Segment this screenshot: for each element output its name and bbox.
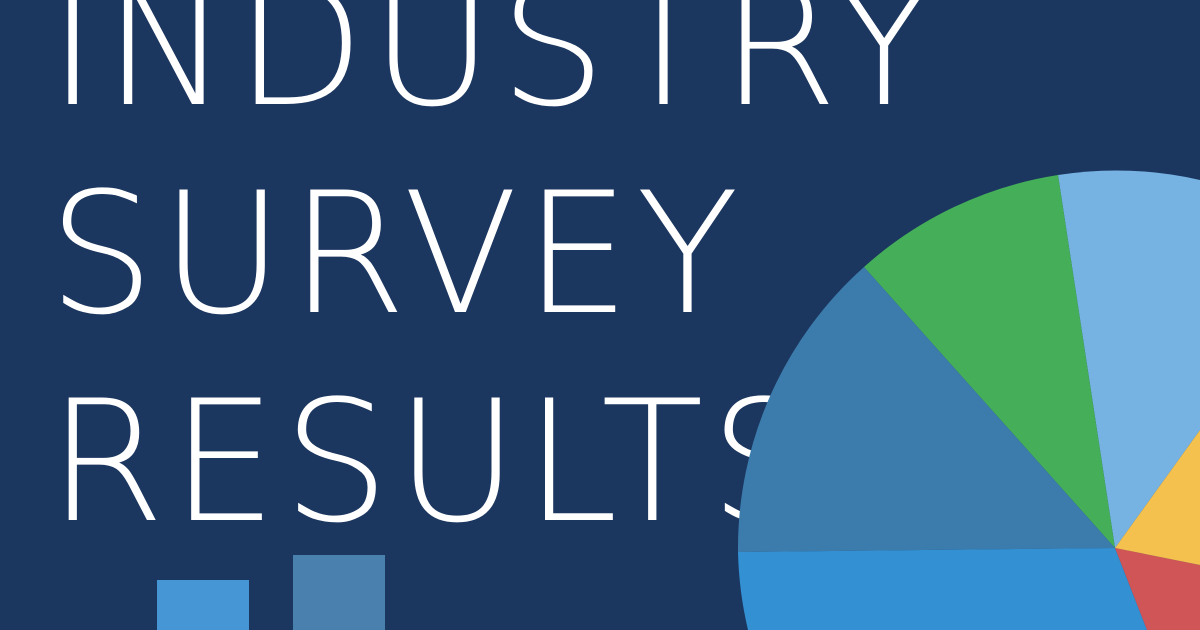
- pie-slice-bright-blue: [738, 548, 1147, 630]
- pie-slice-steel-blue: [737, 267, 1115, 552]
- headline-line-results: RESULTS: [48, 364, 823, 560]
- pie-slice-yellow: [1115, 430, 1200, 565]
- pie-slice-light-blue: [1058, 170, 1200, 548]
- pie-slice-red: [1115, 548, 1200, 630]
- headline-line-survey: SURVEY: [48, 156, 745, 352]
- headline-line-industry: INDUSTRY: [48, 0, 942, 144]
- pie-slice-green: [864, 175, 1115, 548]
- decorative-bar-right: [293, 555, 385, 630]
- decorative-bar-left: [157, 580, 249, 630]
